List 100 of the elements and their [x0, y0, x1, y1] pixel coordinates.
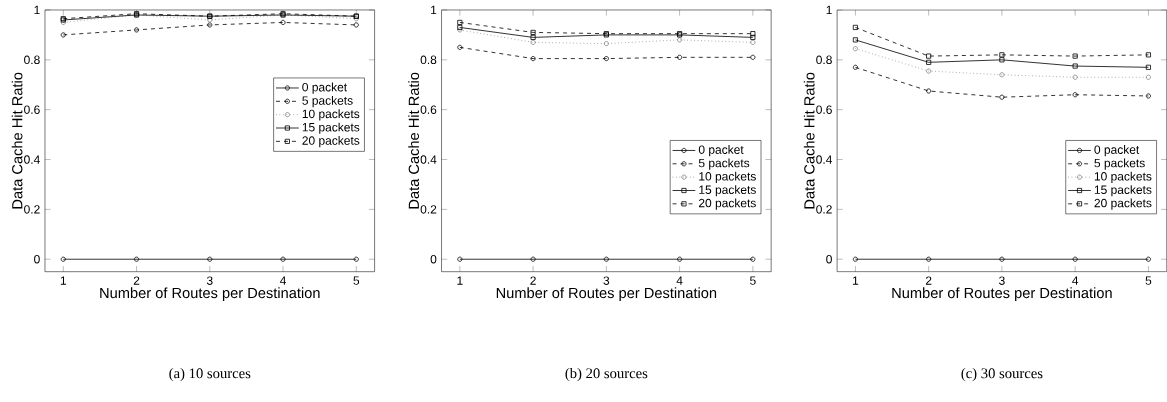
point: [280, 256, 286, 262]
point: [530, 56, 536, 62]
x-tick-label: 5: [1145, 276, 1152, 285]
y-axis-title: Data Cache Hit Ratio: [803, 72, 815, 209]
legend-label: 5 packets: [698, 158, 750, 170]
x-tick-label: 4: [279, 276, 287, 285]
y-tick-label: 0.8: [420, 55, 437, 65]
y-tick-label: 1: [431, 6, 437, 15]
x-tick-label: 3: [999, 276, 1005, 286]
y-tick-label: 0.4: [816, 155, 833, 164]
x-tick-label: 3: [206, 276, 213, 286]
y-tick-label: 0.2: [24, 205, 40, 214]
point: [1072, 74, 1078, 81]
x-tick-label: 2: [133, 276, 140, 285]
legend-label: 10 packets: [1094, 172, 1152, 184]
legend-label: 10 packets: [302, 109, 360, 121]
legend-label: 0 packet: [302, 82, 348, 95]
point: [603, 256, 609, 262]
y-tick-label: 0.4: [24, 155, 40, 164]
point: [750, 35, 756, 41]
text: (b) 20 sources: [565, 368, 648, 382]
point: [852, 37, 858, 43]
point: [677, 256, 683, 262]
point: [852, 46, 858, 52]
legend-label: 5 packets: [1094, 158, 1145, 170]
x-tick-label: 4: [676, 276, 683, 285]
point: [603, 41, 609, 47]
legend-label: 10 packets: [699, 172, 756, 184]
point: [999, 72, 1005, 78]
x-axis-title: Number of Routes per Destination: [100, 287, 320, 302]
x-tick-label: 5: [353, 276, 360, 285]
y-tick-label: 0: [34, 255, 40, 264]
legend-label: 20 packets: [698, 198, 756, 210]
point: [926, 256, 932, 262]
y-tick-label: 0.8: [816, 55, 832, 65]
point: [207, 256, 213, 262]
y-tick-label: 0.2: [420, 205, 437, 214]
x-axis-title: Number of Routes per Destination: [892, 287, 1112, 302]
point: [1072, 256, 1078, 262]
legend-label: 0 packet: [1094, 145, 1140, 157]
line-series: [852, 37, 1151, 71]
text: (c) 30 sources: [961, 368, 1043, 382]
y-axis-title: Data Cache Hit Ratio: [408, 72, 420, 209]
x-axis-title: Number of Routes per Destination: [496, 287, 717, 302]
point: [1145, 64, 1151, 71]
legend-label: 0 packet: [698, 145, 744, 157]
y-tick-label: 0.6: [420, 105, 437, 115]
point: [530, 256, 536, 262]
point: [999, 52, 1005, 58]
point: [926, 88, 932, 94]
point: [1145, 74, 1151, 81]
x-tick-label: 2: [925, 276, 932, 285]
x-tick-label: 1: [60, 276, 67, 285]
legend-label: 5 packets: [302, 96, 353, 108]
point: [457, 20, 463, 26]
x-tick-label: 1: [853, 276, 859, 285]
point: [677, 55, 683, 61]
point: [60, 32, 66, 38]
y-tick-label: 0.2: [816, 205, 832, 214]
y-tick-label: 0: [430, 255, 437, 264]
point: [926, 60, 932, 66]
point: [1072, 53, 1078, 59]
y-tick-label: 0.8: [24, 55, 40, 65]
x-tick-label: 1: [457, 276, 463, 285]
point: [926, 53, 932, 59]
y-tick-label: 0: [826, 255, 832, 264]
y-tick-label: 0.6: [24, 105, 40, 115]
point: [750, 55, 756, 61]
y-tick-label: 1: [34, 6, 40, 15]
point: [207, 17, 213, 23]
x-tick-label: 4: [1072, 276, 1079, 285]
y-tick-label: 1: [826, 6, 832, 15]
x-tick-label: 3: [603, 276, 610, 286]
point: [750, 40, 756, 46]
point: [999, 256, 1005, 262]
point: [530, 35, 536, 41]
point: [1145, 93, 1151, 99]
point: [530, 40, 536, 46]
point: [134, 256, 140, 262]
point: [999, 94, 1005, 100]
point: [1072, 63, 1078, 69]
point: [603, 56, 609, 62]
point: [1145, 52, 1151, 58]
legend-label: 15 packets: [699, 185, 756, 197]
legend-label: 15 packets: [302, 122, 360, 135]
legend-label: 20 packets: [302, 136, 360, 148]
legend-label: 20 packets: [1094, 198, 1152, 210]
point: [280, 20, 286, 26]
point: [926, 68, 932, 74]
point: [457, 45, 463, 51]
y-axis-title: Data Cache Hit Ratio: [11, 72, 23, 209]
y-tick-label: 0.6: [816, 105, 832, 115]
point: [852, 64, 858, 71]
point: [677, 37, 683, 43]
point: [999, 57, 1005, 63]
point: [852, 25, 858, 31]
point: [207, 22, 213, 28]
point: [134, 27, 140, 33]
x-tick-label: 2: [530, 276, 536, 285]
x-tick-label: 5: [750, 276, 756, 285]
